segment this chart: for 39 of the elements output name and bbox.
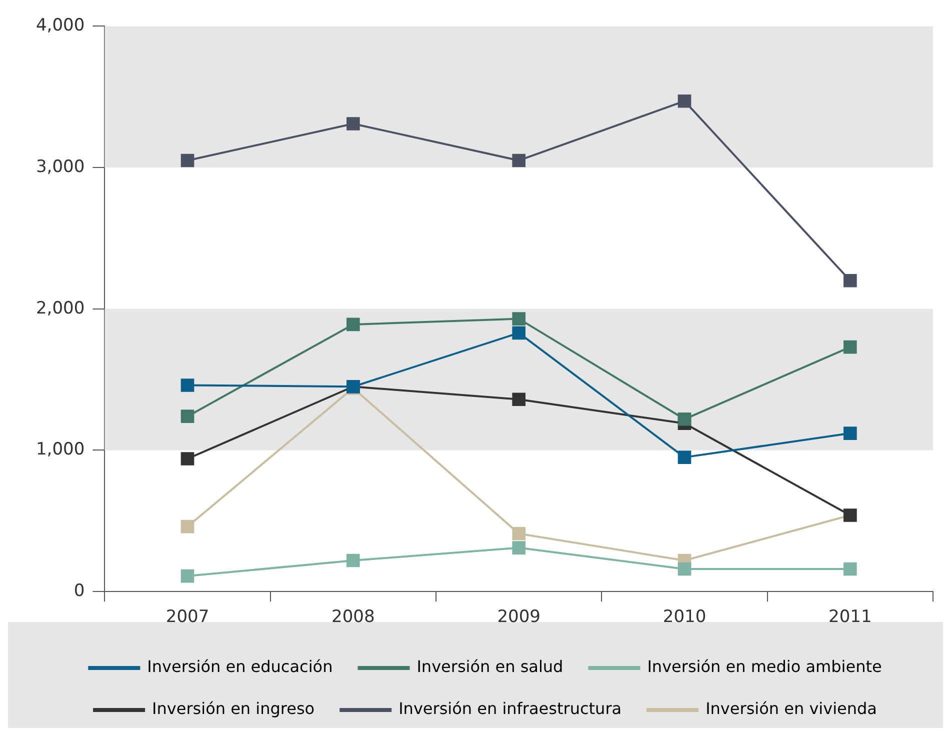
point (346, 117, 360, 130)
point (180, 378, 194, 392)
x-tick-label: 2007 (166, 607, 210, 628)
y-tick-label: 1,000 (36, 440, 85, 460)
point (678, 562, 692, 576)
y-tick-label: 4,000 (36, 16, 85, 36)
legend-label: Inversión en vivienda (706, 699, 877, 718)
point (180, 154, 194, 168)
x-tick-label: 2010 (662, 607, 706, 628)
point (678, 412, 692, 426)
point (180, 520, 194, 534)
point (346, 318, 360, 332)
x-tick-label: 2009 (497, 607, 540, 628)
legend-label: Inversión en educación (147, 657, 333, 676)
y-tick-label: 3,000 (36, 156, 85, 177)
point (346, 554, 360, 568)
point (844, 562, 857, 576)
point (180, 452, 194, 466)
x-tick-label: 2011 (828, 607, 872, 628)
point (512, 154, 526, 168)
point (678, 94, 692, 108)
x-tick-label: 2008 (332, 607, 375, 628)
point (512, 326, 526, 340)
legend-label: Inversión en infraestructura (398, 699, 622, 718)
point (512, 312, 526, 326)
point (512, 526, 526, 540)
point (512, 541, 526, 554)
y-tick-label: 0 (74, 581, 85, 602)
point (512, 392, 526, 406)
y-tick-label: 2,000 (36, 298, 85, 318)
legend-label: Inversión en medio ambiente (647, 657, 882, 676)
legend-label: Inversión en ingreso (152, 699, 315, 718)
point (844, 274, 857, 288)
point (844, 426, 857, 440)
point (180, 410, 194, 423)
point (678, 450, 692, 464)
point (180, 569, 194, 583)
legend-label: Inversión en salud (416, 657, 564, 676)
point (844, 340, 857, 354)
